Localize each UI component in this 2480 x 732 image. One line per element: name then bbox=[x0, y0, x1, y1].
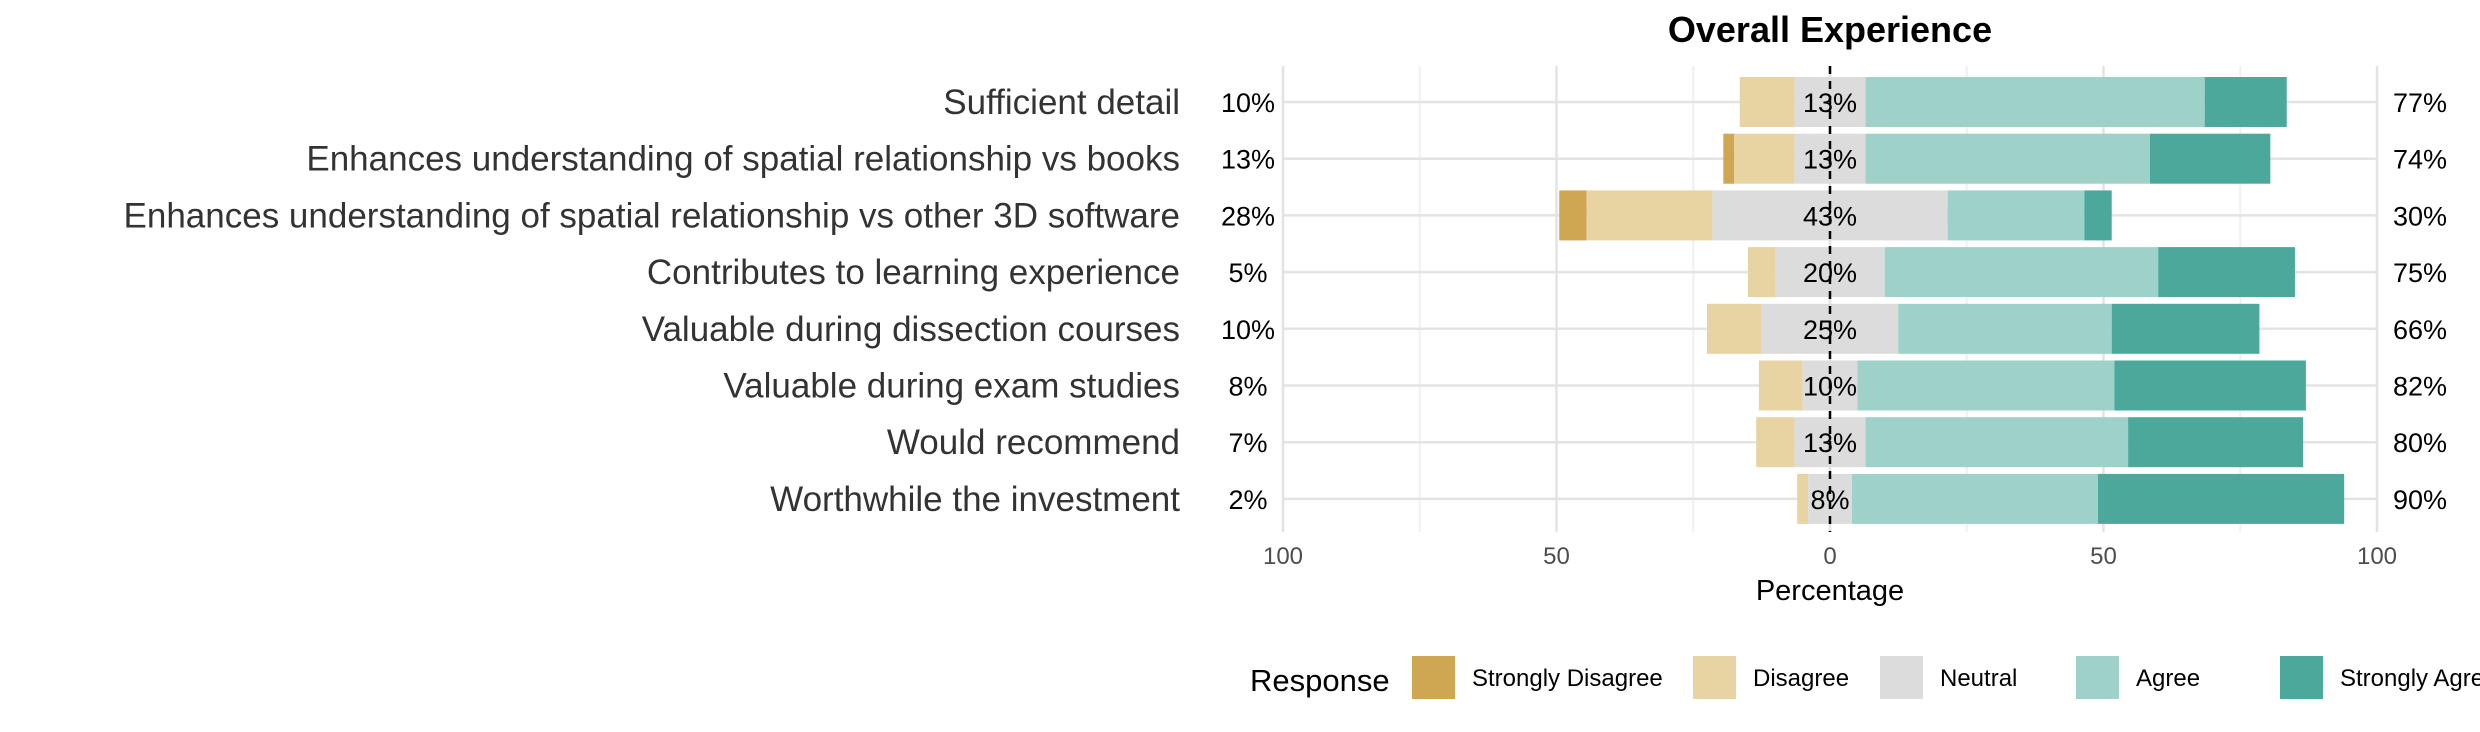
bar-disagree bbox=[1797, 473, 1809, 524]
x-tick-label: 100 bbox=[2357, 543, 2397, 570]
bar-agree bbox=[1947, 190, 2085, 241]
center-percent-label: 10% bbox=[1803, 372, 1857, 402]
center-percent-label: 13% bbox=[1803, 88, 1857, 118]
category-label: Contributes to learning experience bbox=[647, 253, 1180, 292]
bar-disagree bbox=[1747, 247, 1776, 298]
legend-title: Response bbox=[1250, 663, 1390, 698]
right-percent-label: 74% bbox=[2393, 145, 2447, 175]
bar-strongly-agree bbox=[2098, 473, 2345, 524]
bar-segments bbox=[1559, 66, 2345, 532]
bar-agree bbox=[1898, 303, 2112, 354]
right-percent-label: 77% bbox=[2393, 88, 2447, 118]
bar-disagree bbox=[1756, 417, 1795, 468]
center-percent-label: 25% bbox=[1803, 315, 1857, 345]
bar-strongly-agree bbox=[2158, 247, 2295, 298]
left-percent-labels: 10% 13% 28% 5% 10% 8% 7% 2% bbox=[1221, 88, 1275, 515]
right-percent-labels: 77% 74% 30% 75% 66% 82% 80% 90% bbox=[2393, 88, 2447, 515]
bar-strongly-agree bbox=[2204, 77, 2287, 127]
bar-disagree bbox=[1739, 77, 1795, 127]
bar-disagree bbox=[1758, 360, 1803, 411]
center-percent-label: 20% bbox=[1803, 258, 1857, 288]
left-percent-label: 5% bbox=[1228, 258, 1267, 288]
bar-agree bbox=[1865, 77, 2205, 127]
legend-key-agree bbox=[2076, 656, 2119, 699]
left-percent-label: 10% bbox=[1221, 315, 1275, 345]
bar-neutral bbox=[1775, 247, 1885, 298]
chart-title: Overall Experience bbox=[1668, 9, 1992, 50]
bar-disagree bbox=[1586, 190, 1713, 241]
right-percent-label: 75% bbox=[2393, 258, 2447, 288]
right-percent-label: 30% bbox=[2393, 201, 2447, 231]
x-axis-label: Percentage bbox=[1756, 575, 1904, 607]
category-label: Would recommend bbox=[887, 423, 1180, 462]
x-tick-label: 50 bbox=[1543, 543, 1570, 570]
center-percent-label: 43% bbox=[1803, 201, 1857, 231]
legend-label: Disagree bbox=[1753, 665, 1849, 692]
left-percent-label: 8% bbox=[1228, 372, 1267, 402]
legend-key-strongly-agree bbox=[2280, 656, 2323, 699]
center-percent-label: 13% bbox=[1803, 145, 1857, 175]
legend-key-neutral bbox=[1880, 656, 1923, 699]
left-percent-label: 13% bbox=[1221, 145, 1275, 175]
center-percent-label: 8% bbox=[1810, 485, 1849, 515]
category-label: Valuable during exam studies bbox=[723, 367, 1180, 406]
right-percent-label: 80% bbox=[2393, 428, 2447, 458]
right-percent-label: 90% bbox=[2393, 485, 2447, 515]
left-percent-label: 2% bbox=[1228, 485, 1267, 515]
bar-disagree bbox=[1734, 133, 1795, 184]
bar-agree bbox=[1884, 247, 2159, 298]
right-percent-label: 66% bbox=[2393, 315, 2447, 345]
bar-agree bbox=[1865, 133, 2150, 184]
bar-strongly-agree bbox=[2114, 360, 2306, 411]
x-tick-label: 0 bbox=[1823, 543, 1836, 570]
center-percent-labels: 13% 13% 43% 20% 25% 10% 13% 8% bbox=[1803, 88, 1857, 515]
category-label: Enhances understanding of spatial relati… bbox=[124, 196, 1180, 235]
legend: Response Strongly Disagree Disagree Neutral… bbox=[1250, 656, 2480, 699]
category-label: Worthwhile the investment bbox=[770, 480, 1180, 519]
bar-strongly-agree bbox=[2149, 133, 2271, 184]
bar-strongly-disagree bbox=[1723, 133, 1735, 184]
category-label: Sufficient detail bbox=[943, 83, 1180, 122]
bar-agree bbox=[1865, 417, 2129, 468]
legend-label: Strongly Disagree bbox=[1472, 665, 1663, 692]
category-labels: Sufficient detail Enhances understanding … bbox=[124, 83, 1181, 519]
x-tick-label: 100 bbox=[1263, 543, 1303, 570]
bar-strongly-agree bbox=[2084, 190, 2112, 241]
legend-label: Strongly Agree bbox=[2340, 665, 2480, 692]
bar-agree bbox=[1857, 360, 2115, 411]
x-tick-label: 50 bbox=[2090, 543, 2117, 570]
bar-agree bbox=[1851, 473, 2099, 524]
left-percent-label: 7% bbox=[1228, 428, 1267, 458]
left-percent-label: 28% bbox=[1221, 201, 1275, 231]
bar-strongly-agree bbox=[2111, 303, 2260, 354]
bar-strongly-agree bbox=[2128, 417, 2304, 468]
legend-key-disagree bbox=[1693, 656, 1736, 699]
category-label: Enhances understanding of spatial relati… bbox=[306, 140, 1180, 179]
bar-neutral bbox=[1808, 473, 1852, 524]
center-percent-label: 13% bbox=[1803, 428, 1857, 458]
legend-key-strongly-disagree bbox=[1412, 656, 1455, 699]
category-label: Valuable during dissection courses bbox=[642, 310, 1180, 349]
left-percent-label: 10% bbox=[1221, 88, 1275, 118]
bar-strongly-disagree bbox=[1559, 190, 1587, 241]
right-percent-label: 82% bbox=[2393, 372, 2447, 402]
bar-disagree bbox=[1706, 303, 1762, 354]
legend-label: Agree bbox=[2136, 665, 2200, 692]
legend-label: Neutral bbox=[1940, 665, 2017, 692]
x-axis-ticks: 100 50 0 50 100 bbox=[1263, 543, 2397, 570]
